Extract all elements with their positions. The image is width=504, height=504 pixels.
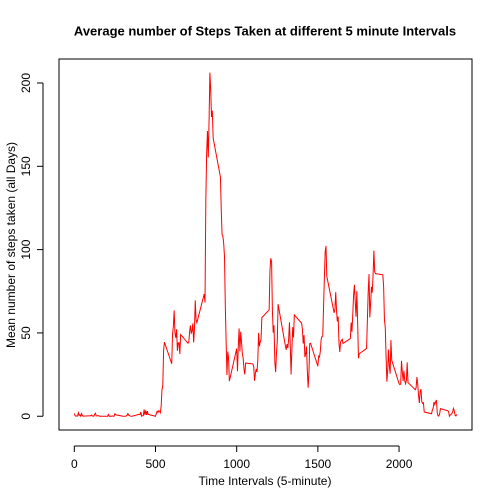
y-tick-label: 50: [19, 326, 33, 340]
plot-box: [58, 58, 473, 431]
x-axis-label: Time Intervals (5-minute): [199, 474, 332, 488]
y-tick-label: 100: [19, 239, 33, 259]
data-line: [73, 72, 458, 418]
x-tick-label: 1000: [223, 457, 250, 471]
chart-title: Average number of Steps Taken at differe…: [74, 23, 456, 38]
y-axis-label: Mean number of steps taken (all Days): [4, 142, 18, 348]
x-tick-label: 500: [145, 457, 165, 471]
x-tick-label: 1500: [305, 457, 332, 471]
y-tick-label: 0: [19, 413, 33, 420]
x-tick-label: 2000: [386, 457, 413, 471]
y-tick-label: 200: [19, 73, 33, 93]
y-tick-label: 150: [19, 156, 33, 176]
x-tick-label: 0: [71, 457, 78, 471]
